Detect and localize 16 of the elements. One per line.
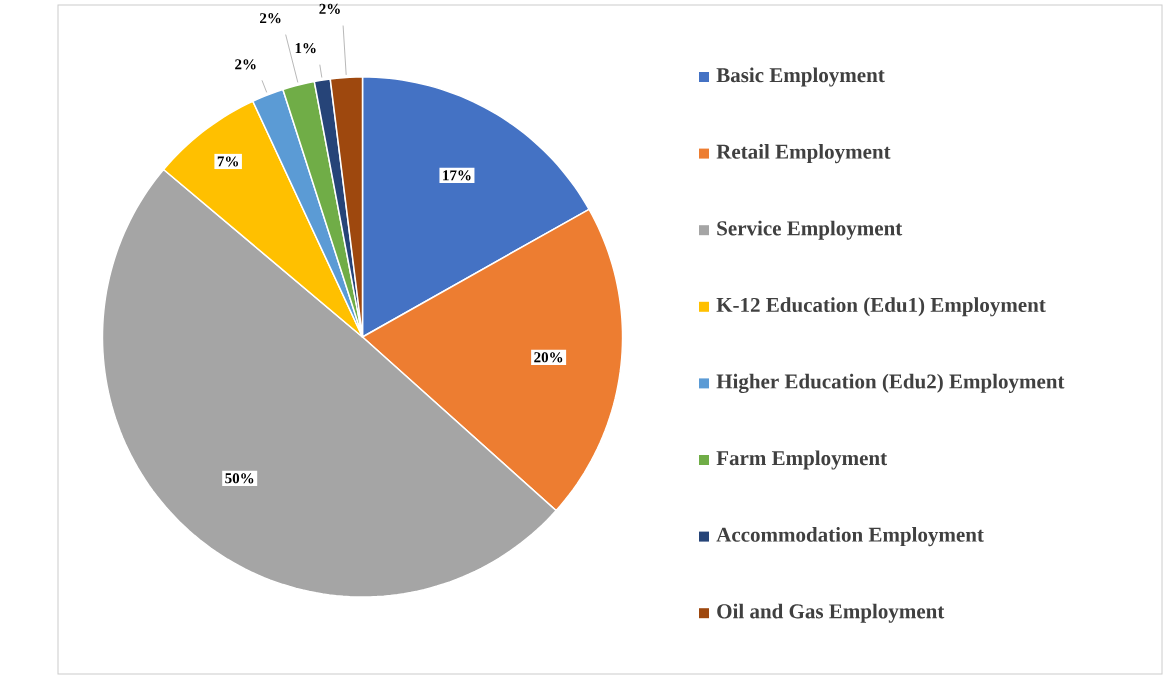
data-label: 50% [225, 473, 254, 484]
data-label: 20% [534, 352, 563, 363]
data-label: 1% [295, 43, 316, 54]
legend-label: Higher Education (Edu2) Employment [716, 373, 1065, 394]
data-label: 7% [217, 156, 238, 167]
data-label: 2% [319, 3, 340, 14]
legend-label: Farm Employment [716, 450, 888, 470]
data-label: 17% [443, 170, 471, 181]
data-label: 2% [260, 13, 281, 24]
legend-label: Oil and Gas Employment [717, 603, 945, 623]
data-label: 2% [235, 59, 256, 70]
legend-label: K-12 Education (Edu1) Employment [716, 297, 1046, 317]
legend-label: Retail Employment [716, 144, 891, 164]
legend-label: Accommodation Employment [716, 527, 984, 547]
legend-label: Basic Employment [716, 67, 885, 87]
legend-label: Service Employment [717, 220, 903, 240]
